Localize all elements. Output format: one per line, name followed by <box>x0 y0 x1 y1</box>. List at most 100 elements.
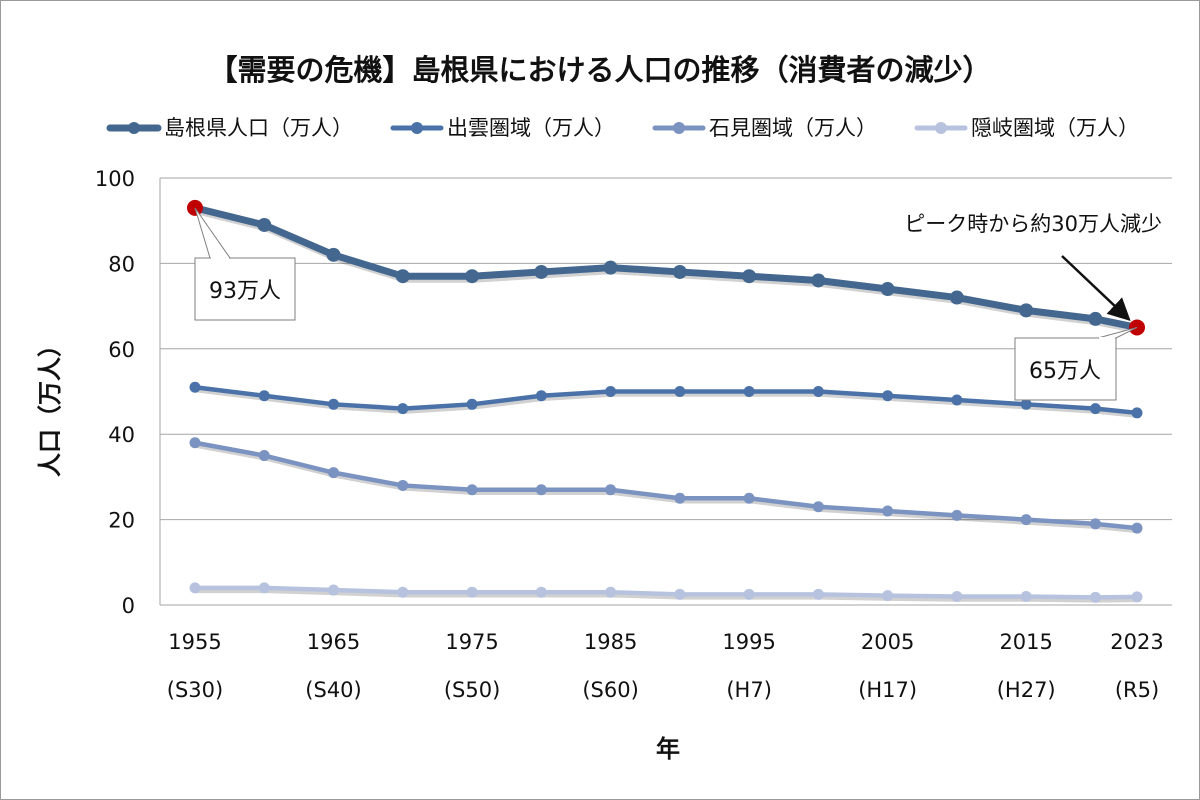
x-tick-year: 2005 <box>861 630 914 654</box>
data-point <box>328 467 340 479</box>
y-tick-label: 60 <box>108 338 135 362</box>
callout-label: 65万人 <box>1029 359 1101 384</box>
data-point <box>743 492 755 504</box>
data-point <box>189 437 201 449</box>
data-point <box>1020 398 1032 410</box>
x-tick-era: (H7) <box>726 678 772 702</box>
series <box>189 582 1143 603</box>
data-point <box>1089 403 1101 415</box>
y-tick-label: 0 <box>122 594 135 618</box>
data-point <box>465 269 480 284</box>
legend-entry: 出雲圏域（万人） <box>447 116 615 140</box>
data-point <box>534 264 549 279</box>
data-point <box>812 588 824 600</box>
data-point <box>1089 518 1101 530</box>
data-point <box>1131 522 1143 534</box>
y-axis-label: 人口（万人） <box>36 333 64 477</box>
data-point <box>397 403 409 415</box>
data-point <box>951 590 963 602</box>
data-point <box>189 582 201 594</box>
series-lines <box>187 199 1145 603</box>
data-point <box>812 501 824 513</box>
legend-entry: 石見圏域（万人） <box>709 116 877 140</box>
x-axis-label: 年 <box>656 735 680 763</box>
data-point <box>674 492 686 504</box>
data-point <box>189 381 201 393</box>
data-point <box>1089 591 1101 603</box>
data-point <box>328 584 340 596</box>
data-point <box>1019 303 1034 318</box>
data-point <box>395 269 410 284</box>
data-point <box>397 586 409 598</box>
callout-box <box>1014 337 1117 401</box>
x-tick-year: 1985 <box>584 630 637 654</box>
x-axis-ticks: 1955 (S30) 1965 (S40) 1975 (S50) 1985 (S60) 1995… <box>167 630 1164 702</box>
arrow-annotation: ピーク時から約30万人減少 <box>904 212 1162 321</box>
data-point <box>258 582 270 594</box>
data-point <box>535 586 547 598</box>
data-point <box>743 386 755 397</box>
data-point <box>812 386 824 397</box>
data-point <box>1131 407 1143 419</box>
data-point <box>1088 311 1103 326</box>
data-point <box>882 590 894 602</box>
data-point <box>605 484 617 496</box>
data-point <box>258 450 270 462</box>
data-point <box>535 484 547 496</box>
y-tick-label: 20 <box>108 509 135 533</box>
x-tick-year: 1975 <box>445 630 498 654</box>
x-tick-era: (R5) <box>1115 678 1159 702</box>
x-tick-era: (S50) <box>444 678 500 702</box>
data-point <box>328 398 340 410</box>
data-point <box>1131 591 1143 603</box>
legend-swatch-marker <box>673 122 685 134</box>
series <box>189 381 1143 419</box>
x-tick-year: 1965 <box>307 630 360 654</box>
callout-start: 93万人 <box>194 207 296 321</box>
data-point <box>674 386 686 397</box>
data-point <box>880 282 895 297</box>
data-point <box>674 588 686 600</box>
x-tick-era: (S30) <box>167 678 223 702</box>
x-tick-era: (S60) <box>582 678 638 702</box>
annotations: 93万人 65万人 ピーク時から約30万人減少 <box>194 207 1162 401</box>
data-point <box>535 390 547 402</box>
data-point <box>811 273 826 288</box>
legend-swatch-marker <box>411 122 423 134</box>
x-tick-era: (S40) <box>305 678 361 702</box>
data-point <box>951 394 963 406</box>
callout-end: 65万人 <box>1014 326 1138 401</box>
x-tick-year: 2023 <box>1110 630 1163 654</box>
data-point <box>605 386 617 397</box>
data-point <box>466 484 478 496</box>
legend: 島根県人口（万人） 出雲圏域（万人） 石見圏域（万人） 隠岐圏域（万人） <box>106 116 1139 140</box>
x-tick-era: (H27) <box>997 678 1056 702</box>
arrow-note: ピーク時から約30万人減少 <box>904 212 1162 236</box>
data-point <box>605 586 617 598</box>
series <box>187 199 1145 336</box>
data-point <box>466 398 478 410</box>
x-tick-era: (H17) <box>858 678 917 702</box>
y-tick-label: 80 <box>108 252 135 276</box>
data-point <box>258 390 270 402</box>
legend-swatch-marker <box>935 122 947 134</box>
legend-entry: 隠岐圏域（万人） <box>971 116 1139 140</box>
legend-swatch-marker <box>128 122 140 134</box>
data-point <box>1020 590 1032 602</box>
data-point <box>397 479 409 491</box>
annotation-arrow <box>1061 255 1131 321</box>
data-point <box>882 390 894 402</box>
data-point <box>257 217 272 232</box>
y-axis-ticks: 0 20 40 60 80 100 <box>95 167 135 618</box>
data-point <box>1020 514 1032 526</box>
data-point <box>949 290 964 305</box>
legend-entry: 島根県人口（万人） <box>164 116 353 140</box>
series <box>189 437 1143 534</box>
x-tick-year: 2015 <box>999 630 1052 654</box>
callout-box <box>194 257 296 321</box>
data-point <box>743 588 755 600</box>
x-tick-year: 1955 <box>168 630 221 654</box>
series-line <box>192 440 1140 531</box>
data-point <box>672 264 687 279</box>
